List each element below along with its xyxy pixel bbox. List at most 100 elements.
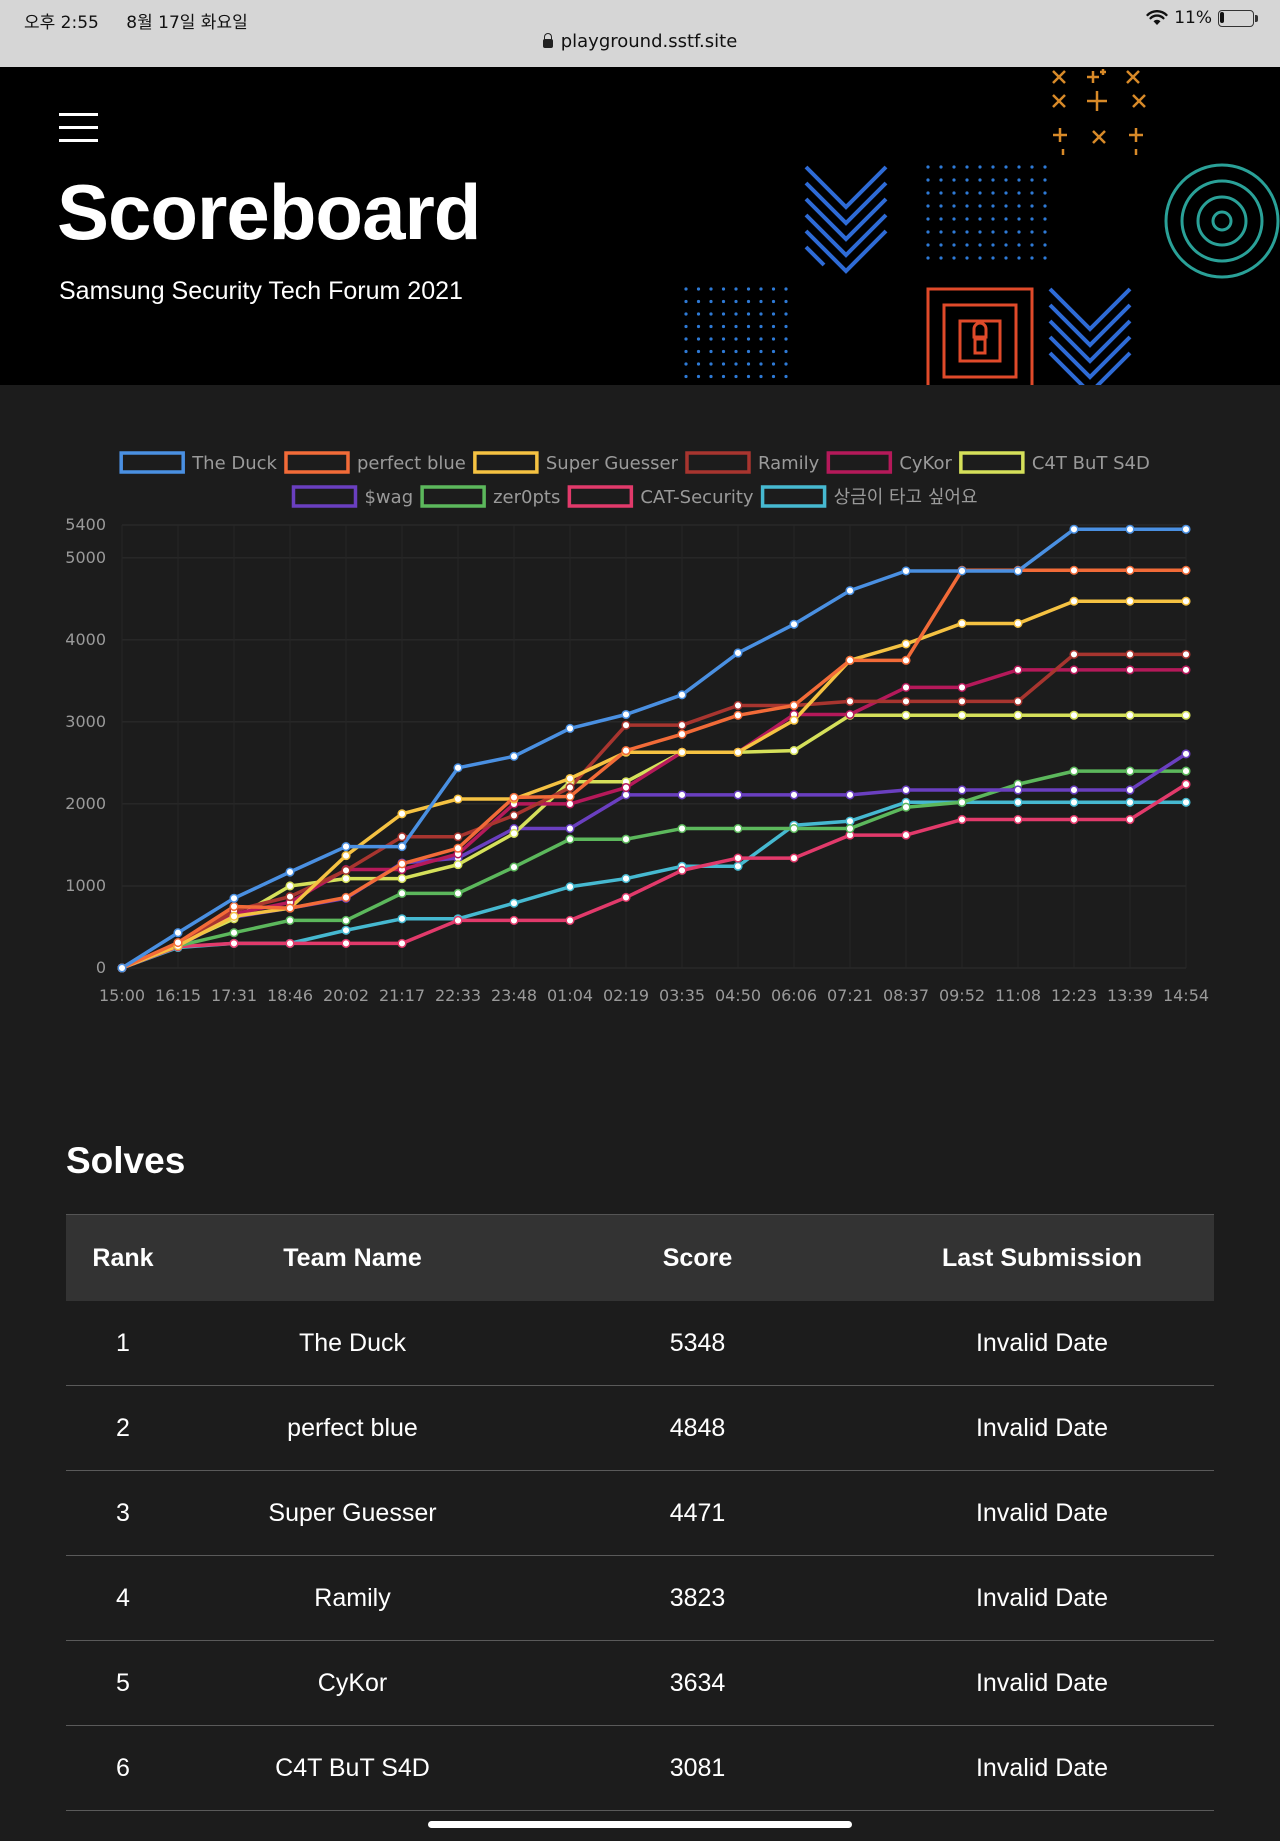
series-line — [121, 668, 1186, 970]
data-point — [677, 790, 687, 800]
legend-swatch — [959, 451, 1025, 474]
x-tick-label: 17:31 — [211, 986, 257, 1005]
x-tick-label: 15:00 — [99, 986, 145, 1005]
data-point — [397, 888, 407, 898]
data-point — [1069, 785, 1079, 795]
data-point — [565, 799, 575, 809]
address-bar[interactable]: playground.sstf.site — [0, 31, 1280, 52]
data-point — [341, 874, 351, 884]
data-point — [901, 655, 911, 665]
data-point — [957, 785, 967, 795]
data-point — [1013, 566, 1023, 576]
team-name-cell: Super Guesser — [180, 1470, 525, 1556]
team-name-cell: perfect blue — [180, 1385, 525, 1471]
data-point — [1013, 665, 1023, 675]
data-point — [229, 938, 239, 948]
legend-label: CyKor — [899, 453, 952, 474]
data-point — [397, 832, 407, 842]
legend-swatch — [291, 485, 358, 508]
score-chart: 0 1000 2000 3000 4000 5000 5400 15:00 16:15 17:31… — [0, 385, 1280, 1025]
y-tick-label: 3000 — [65, 712, 106, 731]
data-point — [621, 892, 631, 902]
data-point — [1013, 814, 1023, 825]
data-point — [453, 763, 463, 773]
data-point — [733, 700, 743, 711]
legend-label: perfect blue — [357, 453, 466, 474]
x-tick-label: 08:37 — [883, 986, 929, 1005]
data-point — [957, 797, 967, 807]
data-point — [509, 828, 519, 839]
score-cell: 4848 — [525, 1385, 870, 1471]
legend-label: Ramily — [758, 453, 820, 474]
data-point — [1181, 565, 1191, 575]
data-point — [1125, 766, 1135, 776]
series-line — [121, 782, 1187, 970]
rank-cell: 5 — [66, 1640, 180, 1726]
data-point — [1181, 779, 1191, 789]
data-point — [845, 790, 855, 800]
data-point — [285, 938, 295, 948]
y-tick-label: 5400 — [65, 515, 106, 534]
x-tick-label: 04:50 — [715, 986, 761, 1005]
data-point — [621, 720, 631, 730]
last-submission-cell: Invalid Date — [870, 1385, 1214, 1471]
table-header-row: Rank Team Name Score Last Submission — [66, 1214, 1214, 1301]
data-point — [1125, 814, 1135, 825]
data-point — [845, 655, 855, 665]
status-bar: 오후 2:55 8월 17일 화요일 11% playground.sstf.s… — [0, 0, 1280, 67]
data-point — [733, 823, 743, 834]
page-subtitle: Samsung Security Tech Forum 2021 — [59, 277, 463, 305]
page-header: Scoreboard Samsung Security Tech Forum 2… — [0, 67, 1280, 385]
data-point — [1181, 596, 1191, 606]
data-point — [565, 773, 575, 784]
data-point — [1125, 649, 1135, 659]
table-row: 1 The Duck 5348 Invalid Date — [66, 1301, 1214, 1386]
data-point — [1181, 524, 1191, 534]
data-point — [1181, 649, 1191, 659]
data-point — [285, 867, 295, 877]
data-point — [1125, 785, 1135, 795]
lock-frame — [926, 287, 1034, 385]
data-point — [117, 963, 127, 973]
data-point — [901, 566, 911, 576]
series-line — [121, 800, 1186, 970]
table-row: 4 Ramily 3823 Invalid Date — [66, 1555, 1214, 1641]
page-title: Scoreboard — [57, 168, 481, 256]
data-point — [621, 834, 631, 844]
data-point — [677, 690, 687, 700]
y-tick-label: 2000 — [65, 794, 106, 813]
data-point — [901, 682, 911, 692]
data-point — [733, 747, 743, 757]
data-point — [957, 710, 967, 720]
table-row: 3 Super Guesser 4471 Invalid Date — [66, 1470, 1214, 1556]
data-point — [565, 791, 575, 802]
data-point — [901, 696, 911, 706]
data-point — [677, 729, 687, 739]
data-point — [453, 832, 463, 842]
home-indicator — [428, 1821, 852, 1828]
data-point — [733, 790, 743, 800]
wifi-icon — [1146, 10, 1168, 25]
data-point — [453, 888, 463, 898]
legend-label: The Duck — [191, 453, 277, 474]
legend-swatch — [760, 485, 827, 508]
y-tick-label: 4000 — [65, 630, 106, 649]
y-tick-label: 1000 — [65, 876, 106, 895]
data-point — [1125, 710, 1135, 720]
x-tick-label: 18:46 — [267, 986, 313, 1005]
status-right: 11% — [1146, 8, 1258, 28]
rank-cell: 6 — [66, 1725, 180, 1811]
x-tick-label: 01:04 — [547, 986, 593, 1005]
score-cell: 3081 — [525, 1725, 870, 1811]
data-point — [565, 723, 575, 734]
data-point — [1069, 797, 1079, 807]
status-time: 오후 2:55 — [24, 13, 99, 33]
data-point — [397, 914, 407, 924]
rank-cell: 2 — [66, 1385, 180, 1471]
data-point — [509, 915, 519, 925]
table-row: 5 CyKor 3634 Invalid Date — [66, 1640, 1214, 1726]
hamburger-menu-icon[interactable] — [59, 113, 98, 143]
data-point — [341, 892, 351, 902]
legend-swatch — [473, 451, 539, 474]
x-tick-label: 22:33 — [435, 986, 481, 1005]
